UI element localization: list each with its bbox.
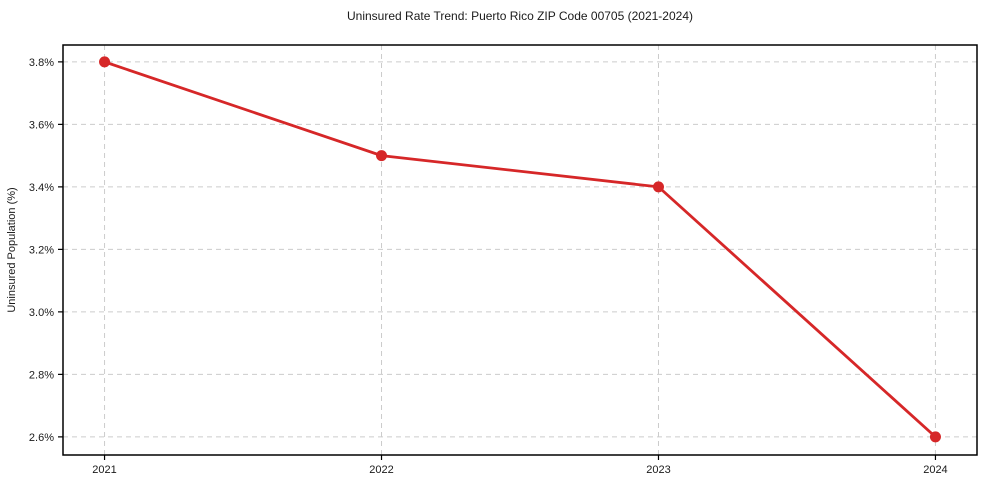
data-point xyxy=(929,431,941,443)
data-point xyxy=(376,150,388,162)
x-tick-label: 2023 xyxy=(646,464,670,476)
y-tick-label: 3.0% xyxy=(29,307,54,319)
data-point xyxy=(99,56,111,68)
y-tick-label: 3.8% xyxy=(29,57,54,69)
y-tick-label: 3.6% xyxy=(29,119,54,131)
y-tick-label: 2.6% xyxy=(29,432,54,444)
chart-title: Uninsured Rate Trend: Puerto Rico ZIP Co… xyxy=(347,9,693,23)
trend-line xyxy=(103,60,937,439)
x-tick-label: 2024 xyxy=(923,464,947,476)
y-tick-label: 3.4% xyxy=(29,182,54,194)
x-tick-label: 2021 xyxy=(92,464,116,476)
y-tick-label: 3.2% xyxy=(29,244,54,256)
data-point xyxy=(652,181,664,193)
plot-border xyxy=(62,44,978,456)
y-tick-label: 2.8% xyxy=(29,369,54,381)
y-axis-label: Uninsured Population (%) xyxy=(6,187,18,312)
x-tick-label: 2022 xyxy=(369,464,393,476)
plot-area: 2.6% 2.8% 3.0% 3.2% 3.4% 3.6% 3.8% 2021 2022 2023… xyxy=(29,44,978,476)
